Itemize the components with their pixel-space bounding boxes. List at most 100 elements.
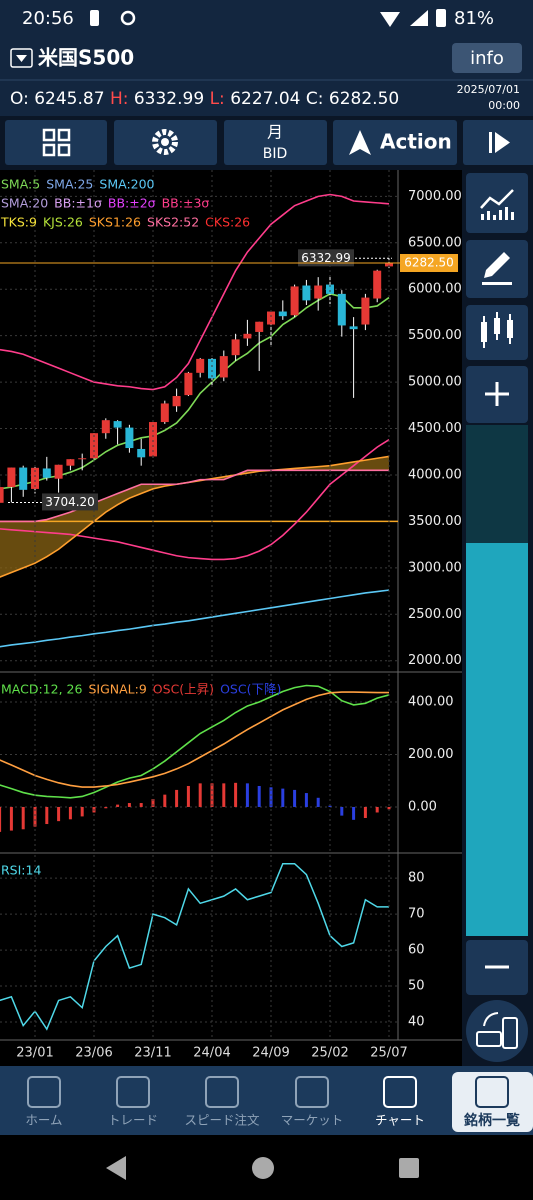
price-type: BID (263, 146, 288, 162)
candle-body (66, 459, 75, 466)
indicator-line (0, 439, 390, 561)
y-tick-label: 60 (408, 943, 425, 958)
osc-bar (352, 806, 356, 820)
ohlc-label: H: (110, 89, 129, 109)
price-label: 6282.50 (404, 255, 454, 269)
y-tick-label: 7000.00 (408, 189, 462, 204)
osc-bar (127, 803, 131, 807)
rsi-line (0, 863, 389, 1031)
osc-bar (175, 789, 179, 807)
period-button[interactable] (224, 120, 327, 165)
grid-icon (42, 128, 71, 157)
candle-body (101, 420, 110, 434)
symbol[interactable]: 米国S500 (38, 46, 134, 70)
candle-body (196, 358, 205, 373)
rotate-icon (502, 1017, 518, 1049)
date: 2025/07/01 (457, 83, 520, 96)
legend-entry: CKS:26 (205, 215, 250, 230)
nav-icon (383, 1076, 417, 1108)
time: 00:00 (488, 99, 520, 112)
info-button[interactable] (452, 43, 522, 73)
nav-label[interactable]: 銘柄一覧 (464, 1112, 520, 1129)
nav-label[interactable]: チャート (375, 1113, 425, 1128)
info-label[interactable]: info (470, 48, 504, 69)
rotate-icon (476, 1031, 502, 1047)
layout-button[interactable] (5, 120, 107, 165)
status-icon (120, 10, 136, 26)
osc-bar (234, 782, 238, 807)
osc-bar (68, 806, 72, 820)
nav-icon (475, 1076, 509, 1108)
candle-body (290, 286, 299, 316)
candle-body (337, 293, 346, 326)
osc-bar (151, 799, 155, 807)
candle-body (326, 284, 334, 294)
osc-bar (21, 806, 25, 830)
candle-body (349, 326, 358, 330)
candle-body (278, 311, 287, 317)
zoom-slider[interactable] (466, 543, 528, 936)
play-icon (495, 132, 510, 153)
nav-icon (27, 1076, 61, 1108)
dropdown[interactable] (10, 48, 33, 68)
plot (0, 193, 398, 1031)
candle-body (137, 448, 146, 458)
y-tick-label: 4000.00 (408, 467, 462, 482)
osc-bar (80, 806, 84, 817)
ohlc-value: 6227.04 (230, 89, 300, 109)
osc-bar (139, 803, 143, 807)
ohlc-value: 6282.50 (329, 89, 399, 109)
candle-body (255, 321, 264, 332)
action-button[interactable] (333, 120, 457, 165)
y-tick-label: 40 (408, 1015, 425, 1030)
ohlc: O: 6245.87 H: 6332.99 L: 6227.04 C: 6282… (10, 89, 399, 109)
y-tick-label: 2000.00 (408, 653, 462, 668)
chart-icon (481, 207, 514, 220)
x-tick-label: 25/02 (311, 1046, 348, 1061)
nav-label[interactable]: スピード注文 (184, 1113, 260, 1128)
osc-bar (293, 789, 297, 807)
osc-bar (363, 806, 367, 818)
x-tick-label: 23/06 (75, 1046, 112, 1061)
zoom-track[interactable] (466, 425, 528, 543)
candle-body (172, 396, 181, 407)
y-tick-label: 70 (408, 907, 425, 922)
indicator-line (0, 589, 390, 648)
nav-label[interactable]: ホーム (25, 1113, 62, 1128)
osc-bar (186, 785, 190, 807)
action-icon (349, 130, 371, 155)
osc-bar (222, 783, 226, 807)
nav-active (452, 1072, 533, 1132)
candle-body (149, 422, 157, 457)
y-tick-label: 3500.00 (408, 514, 462, 529)
ohlc-label: O: (10, 89, 29, 109)
chart-icon (480, 189, 514, 209)
home-button[interactable] (252, 1157, 274, 1179)
legend-entry: SMA:200 (99, 177, 154, 192)
recents-button[interactable] (399, 1158, 419, 1178)
x-tick-label: 24/09 (252, 1046, 289, 1061)
osc-bar (304, 793, 308, 807)
candle-body (0, 487, 4, 503)
candle-body (184, 372, 193, 396)
signal-icon (410, 10, 428, 26)
osc-bar (0, 806, 2, 832)
candle-body (219, 356, 228, 378)
legend-entry: SMA:25 (46, 177, 93, 192)
osc-bar (257, 785, 261, 807)
dropdown-arrow (16, 55, 27, 62)
gear-icon (161, 138, 169, 146)
macd-line (0, 684, 390, 799)
nav-label[interactable]: トレード (108, 1113, 158, 1128)
x-tick-label: 24/04 (193, 1046, 230, 1061)
osc-bar (316, 797, 320, 807)
legend-entry: TKS:9 (0, 215, 37, 230)
legend-entry: BB:±3σ (162, 196, 210, 211)
nav-label[interactable]: マーケット (281, 1113, 344, 1128)
back-button[interactable] (106, 1156, 126, 1180)
x-tick-label: 23/01 (16, 1046, 53, 1061)
legend-entry: OSC(下降) (220, 682, 281, 697)
osc-bar (245, 783, 249, 807)
candle-body (7, 467, 16, 488)
